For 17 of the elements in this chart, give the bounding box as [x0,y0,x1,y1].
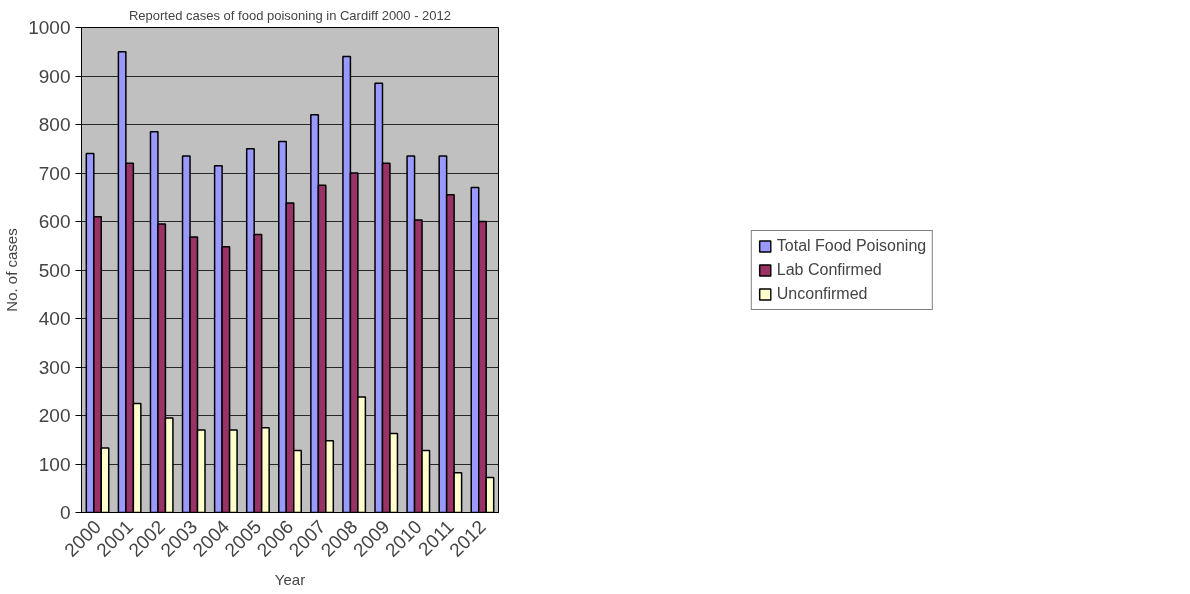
y-tick-label: 700 [38,162,71,184]
y-axis-title: No. of cases [3,228,21,312]
y-tick-label: 200 [38,405,71,426]
y-tick-label: 900 [38,65,71,87]
y-tick-label: 600 [38,211,71,232]
y-tick-label: 1000 [28,17,71,38]
legend-label: Total Food Poisoning [776,236,927,255]
y-tick-label: 500 [38,259,71,281]
chart-title: Reported cases of food poisoning in Cardiff 2000 - 2012 [128,7,452,23]
legend-label: Unconfirmed [776,284,868,303]
y-tick-label: 800 [38,114,71,135]
legend-label: Lab Confirmed [776,260,882,279]
y-tick-label: 300 [38,356,71,378]
y-tick-label: 0 [59,502,71,523]
x-axis-title: Year [274,570,306,588]
y-tick-label: 400 [38,308,71,329]
y-tick-label: 100 [38,453,71,475]
